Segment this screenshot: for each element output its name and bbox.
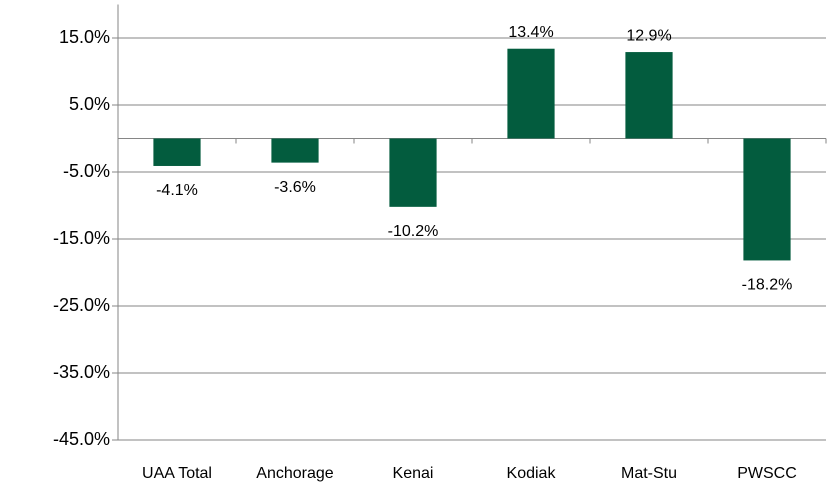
data-label: -18.2% (742, 277, 793, 294)
bar (625, 52, 673, 139)
data-label: -3.6% (274, 179, 316, 196)
x-tick-label: Kodiak (507, 465, 557, 482)
data-label: 12.9% (626, 27, 671, 44)
x-tick-label: UAA Total (142, 465, 212, 482)
y-tick-label: -25.0% (53, 295, 110, 315)
bar (389, 138, 437, 207)
data-label: -10.2% (388, 223, 439, 240)
bar (743, 138, 791, 261)
y-tick-label: -35.0% (53, 362, 110, 382)
bar (507, 48, 555, 139)
bar (271, 138, 319, 163)
y-tick-label: 5.0% (69, 94, 110, 114)
y-tick-label: -5.0% (63, 161, 110, 181)
x-tick-label: Anchorage (256, 465, 333, 482)
data-label: -4.1% (156, 182, 198, 199)
x-tick-label: Mat-Stu (621, 465, 677, 482)
y-tick-label: -15.0% (53, 228, 110, 248)
bar (153, 138, 201, 166)
x-tick-label: PWSCC (737, 465, 797, 482)
x-tick-label: Kenai (393, 465, 434, 482)
y-tick-label: -45.0% (53, 429, 110, 449)
data-label: 13.4% (508, 24, 553, 41)
y-tick-label: 15.0% (59, 27, 110, 47)
